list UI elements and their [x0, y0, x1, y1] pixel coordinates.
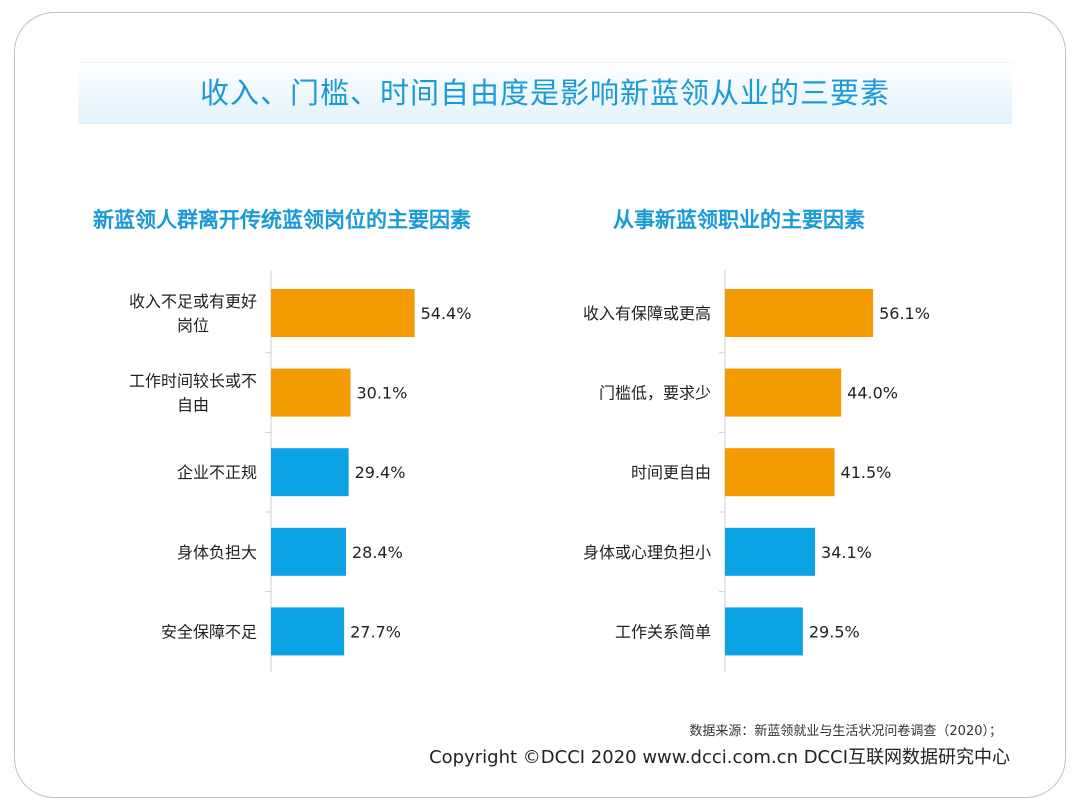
right-category-label-0: 收入有保障或更高 [583, 304, 711, 323]
left-category-label-1: 工作时间较长或不自由 [129, 372, 257, 415]
left-bar-3 [271, 527, 346, 576]
right-value-label-2: 41.5% [841, 463, 892, 482]
right-value-label-3: 34.1% [821, 543, 872, 562]
right-value-label-1: 44.0% [847, 384, 898, 403]
right-category-label-2: 时间更自由 [631, 463, 711, 482]
left-chart-title: 新蓝领人群离开传统蓝领岗位的主要因素 [93, 208, 471, 232]
right-bar-2 [725, 448, 835, 497]
left-category-label-0: 收入不足或有更好岗位 [129, 292, 257, 335]
right-category-label-4: 工作关系简单 [615, 622, 711, 641]
right-category-label-3: 身体或心理负担小 [583, 543, 711, 562]
right-value-label-0: 56.1% [879, 304, 930, 323]
left-category-label-3: 身体负担大 [177, 543, 257, 562]
right-value-label-4: 29.5% [809, 622, 860, 641]
left-bar-2 [271, 448, 349, 497]
left-bar-4 [271, 607, 345, 656]
left-bar-0 [271, 289, 415, 337]
right-category-label-1: 门槛低，要求少 [599, 384, 711, 403]
left-category-label-2: 企业不正规 [177, 463, 257, 482]
right-chart-title: 从事新蓝领职业的主要因素 [613, 208, 865, 232]
copyright-footer: Copyright ©DCCI 2020 www.dcci.com.cn DCC… [429, 747, 1010, 768]
right-bar-4 [725, 607, 803, 656]
right-bar-1 [725, 368, 842, 417]
left-value-label-4: 27.7% [350, 622, 401, 641]
right-bar-0 [725, 289, 874, 337]
slide-frame [14, 12, 1066, 798]
left-category-label-4: 安全保障不足 [161, 622, 257, 641]
title-band [78, 62, 1012, 124]
left-value-label-3: 28.4% [352, 543, 403, 562]
left-value-label-0: 54.4% [421, 304, 472, 323]
right-bar-3 [725, 527, 816, 576]
data-source-note: 数据来源：新蓝领就业与生活状况问卷调查（2020）； [689, 724, 1002, 739]
left-value-label-2: 29.4% [355, 463, 406, 482]
main-title: 收入、门槛、时间自由度是影响新蓝领从业的三要素 [199, 76, 890, 110]
left-value-label-1: 30.1% [356, 384, 407, 403]
left-bar-1 [271, 368, 351, 417]
